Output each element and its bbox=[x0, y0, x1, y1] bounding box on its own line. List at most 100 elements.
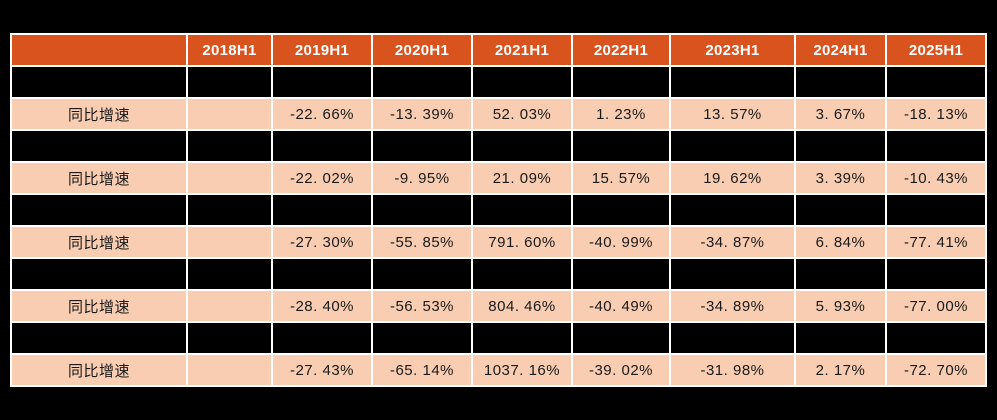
header-cell-2019H1: 2019H1 bbox=[273, 35, 371, 65]
redacted-cell bbox=[12, 195, 186, 225]
growth-value-cell: 21. 09% bbox=[473, 163, 571, 193]
redacted-cell bbox=[273, 323, 371, 353]
redacted-cell bbox=[887, 131, 985, 161]
redacted-cell bbox=[573, 131, 669, 161]
growth-row-label: 同比增速 bbox=[12, 163, 186, 193]
redacted-cell bbox=[573, 67, 669, 97]
redacted-cell bbox=[473, 131, 571, 161]
redacted-cell bbox=[373, 259, 471, 289]
redacted-row bbox=[12, 259, 985, 289]
redacted-cell bbox=[473, 259, 571, 289]
growth-value-cell bbox=[188, 163, 271, 193]
growth-value-cell: -39. 02% bbox=[573, 355, 669, 385]
growth-value-cell: -77. 41% bbox=[887, 227, 985, 257]
growth-value-cell: -9. 95% bbox=[373, 163, 471, 193]
growth-value-cell: -55. 85% bbox=[373, 227, 471, 257]
growth-row-label: 同比增速 bbox=[12, 227, 186, 257]
header-cell-2018H1: 2018H1 bbox=[188, 35, 271, 65]
growth-value-cell: -34. 89% bbox=[671, 291, 794, 321]
growth-table-body: 2018H1 2019H1 2020H1 2021H1 2022H1 2023H1 2024… bbox=[12, 35, 985, 385]
growth-value-cell: 3. 67% bbox=[796, 99, 885, 129]
growth-value-cell: -28. 40% bbox=[273, 291, 371, 321]
redacted-cell bbox=[373, 131, 471, 161]
growth-row: 同比增速 -22. 02% -9. 95% 21. 09% 15. 57% 19. 62%… bbox=[12, 163, 985, 193]
redacted-cell bbox=[188, 131, 271, 161]
growth-value-cell: 1037. 16% bbox=[473, 355, 571, 385]
growth-value-cell: 5. 93% bbox=[796, 291, 885, 321]
redacted-cell bbox=[796, 195, 885, 225]
growth-value-cell bbox=[188, 99, 271, 129]
growth-value-cell: -77. 00% bbox=[887, 291, 985, 321]
growth-row: 同比增速 -22. 66% -13. 39% 52. 03% 1. 23% 13. 57%… bbox=[12, 99, 985, 129]
redacted-cell bbox=[12, 323, 186, 353]
redacted-cell bbox=[796, 67, 885, 97]
redacted-cell bbox=[573, 259, 669, 289]
redacted-row bbox=[12, 131, 985, 161]
header-row: 2018H1 2019H1 2020H1 2021H1 2022H1 2023H1 2024… bbox=[12, 35, 985, 65]
growth-table: 2018H1 2019H1 2020H1 2021H1 2022H1 2023H1 2024… bbox=[10, 33, 987, 387]
redacted-cell bbox=[373, 323, 471, 353]
growth-value-cell: 1. 23% bbox=[573, 99, 669, 129]
redacted-cell bbox=[671, 323, 794, 353]
redacted-cell bbox=[188, 259, 271, 289]
redacted-cell bbox=[373, 195, 471, 225]
growth-value-cell: -18. 13% bbox=[887, 99, 985, 129]
redacted-cell bbox=[796, 323, 885, 353]
growth-value-cell: -40. 49% bbox=[573, 291, 669, 321]
redacted-cell bbox=[671, 259, 794, 289]
growth-value-cell: -10. 43% bbox=[887, 163, 985, 193]
growth-value-cell: -22. 66% bbox=[273, 99, 371, 129]
redacted-cell bbox=[12, 131, 186, 161]
growth-value-cell: -22. 02% bbox=[273, 163, 371, 193]
redacted-cell bbox=[188, 323, 271, 353]
header-cell-2020H1: 2020H1 bbox=[373, 35, 471, 65]
growth-row-label: 同比增速 bbox=[12, 355, 186, 385]
redacted-cell bbox=[671, 131, 794, 161]
redacted-cell bbox=[887, 195, 985, 225]
redacted-cell bbox=[671, 195, 794, 225]
redacted-row bbox=[12, 195, 985, 225]
growth-value-cell: 2. 17% bbox=[796, 355, 885, 385]
redacted-cell bbox=[473, 323, 571, 353]
growth-value-cell: -40. 99% bbox=[573, 227, 669, 257]
growth-row-label: 同比增速 bbox=[12, 291, 186, 321]
growth-value-cell: 19. 62% bbox=[671, 163, 794, 193]
redacted-cell bbox=[188, 67, 271, 97]
header-cell-2022H1: 2022H1 bbox=[573, 35, 669, 65]
growth-value-cell: -72. 70% bbox=[887, 355, 985, 385]
redacted-cell bbox=[373, 67, 471, 97]
redacted-cell bbox=[573, 195, 669, 225]
growth-value-cell bbox=[188, 227, 271, 257]
redacted-cell bbox=[887, 67, 985, 97]
header-cell-2024H1: 2024H1 bbox=[796, 35, 885, 65]
growth-value-cell: -13. 39% bbox=[373, 99, 471, 129]
growth-value-cell: -31. 98% bbox=[671, 355, 794, 385]
redacted-cell bbox=[796, 259, 885, 289]
growth-value-cell: -27. 30% bbox=[273, 227, 371, 257]
growth-value-cell: 6. 84% bbox=[796, 227, 885, 257]
redacted-cell bbox=[671, 67, 794, 97]
growth-value-cell: -34. 87% bbox=[671, 227, 794, 257]
header-cell-2023H1: 2023H1 bbox=[671, 35, 794, 65]
redacted-cell bbox=[12, 67, 186, 97]
growth-value-cell: 13. 57% bbox=[671, 99, 794, 129]
redacted-cell bbox=[887, 323, 985, 353]
growth-value-cell: -65. 14% bbox=[373, 355, 471, 385]
growth-row-label: 同比增速 bbox=[12, 99, 186, 129]
header-cell-empty bbox=[12, 35, 186, 65]
growth-row: 同比增速 -27. 43% -65. 14% 1037. 16% -39. 02% -31… bbox=[12, 355, 985, 385]
header-cell-2021H1: 2021H1 bbox=[473, 35, 571, 65]
growth-value-cell bbox=[188, 291, 271, 321]
redacted-cell bbox=[473, 195, 571, 225]
header-cell-2025H1: 2025H1 bbox=[887, 35, 985, 65]
growth-value-cell bbox=[188, 355, 271, 385]
redacted-cell bbox=[273, 195, 371, 225]
growth-value-cell: 3. 39% bbox=[796, 163, 885, 193]
growth-value-cell: -56. 53% bbox=[373, 291, 471, 321]
growth-row: 同比增速 -27. 30% -55. 85% 791. 60% -40. 99% -34.… bbox=[12, 227, 985, 257]
redacted-cell bbox=[12, 259, 186, 289]
redacted-cell bbox=[188, 195, 271, 225]
redacted-row bbox=[12, 323, 985, 353]
redacted-cell bbox=[273, 67, 371, 97]
redacted-cell bbox=[473, 67, 571, 97]
